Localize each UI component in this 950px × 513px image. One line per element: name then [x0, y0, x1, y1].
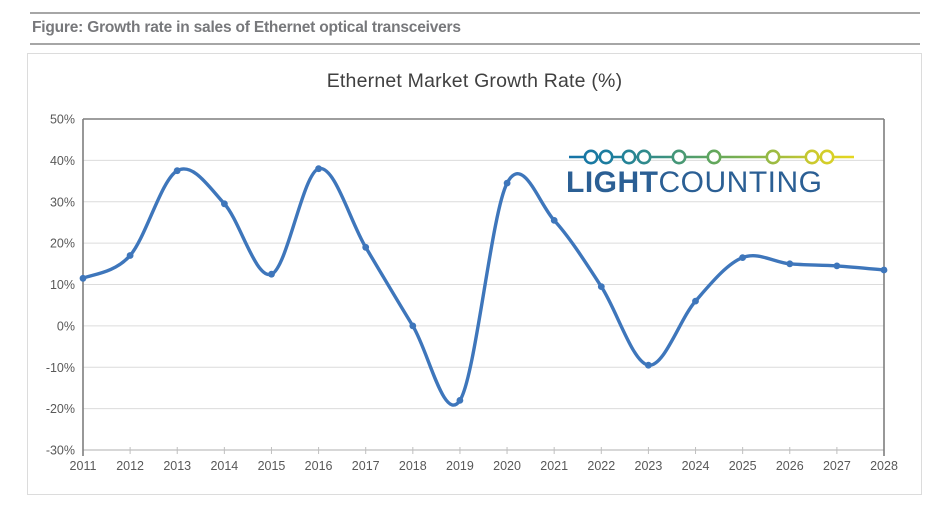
x-axis-label: 2027 — [823, 459, 851, 473]
chart-card: Ethernet Market Growth Rate (%) 50% 40% 30… — [27, 53, 922, 495]
data-point-marker — [550, 217, 558, 224]
x-axis-label: 2022 — [587, 459, 615, 473]
caption-rule-bottom — [30, 43, 920, 45]
data-point-marker — [268, 270, 275, 278]
caption-rule-top — [30, 12, 920, 14]
x-axis-label: 2015 — [258, 459, 286, 473]
y-axis-label: -10% — [46, 361, 75, 375]
x-axis-label: 2014 — [210, 459, 238, 473]
x-axis-label: 2028 — [870, 459, 898, 473]
x-axis-label: 2024 — [682, 459, 710, 473]
y-axis-label: 50% — [50, 113, 75, 127]
x-axis-label: 2011 — [70, 459, 97, 473]
x-axis-label: 2019 — [446, 459, 474, 473]
data-point-marker — [362, 243, 370, 251]
data-point-marker — [645, 361, 652, 369]
data-point-marker — [833, 262, 841, 270]
y-axis-label: 10% — [50, 278, 75, 292]
y-axis-label: -20% — [46, 402, 75, 416]
x-axis-label: 2026 — [776, 459, 804, 473]
x-axis-label: 2025 — [729, 459, 757, 473]
x-axis-label: 2012 — [116, 459, 144, 473]
data-point-marker — [315, 165, 322, 173]
y-axis-label: 0% — [57, 319, 75, 333]
x-axis-label: 2013 — [163, 459, 191, 473]
lightcounting-logo: LIGHTCOUNTING — [566, 146, 866, 198]
data-point-marker — [173, 167, 181, 175]
x-axis-label: 2017 — [352, 459, 380, 473]
logo-wordmark: LIGHTCOUNTING — [566, 168, 866, 198]
data-point-marker — [786, 260, 794, 268]
data-point-marker — [456, 397, 464, 404]
x-axis-label: 2021 — [540, 459, 568, 473]
data-point-marker — [79, 274, 87, 282]
data-point-marker — [597, 283, 605, 290]
data-point-marker — [409, 322, 417, 330]
x-axis-label: 2020 — [493, 459, 521, 473]
y-axis-label: 20% — [50, 237, 75, 251]
growth-line — [81, 166, 886, 407]
logo-word-counting: COUNTING — [658, 166, 823, 199]
data-point-marker — [126, 252, 134, 259]
y-axis-label: -30% — [46, 444, 75, 458]
x-axis-label: 2016 — [305, 459, 333, 473]
data-point-marker — [880, 266, 888, 274]
y-axis-label: 30% — [50, 195, 75, 209]
x-axis-label: 2023 — [635, 459, 663, 473]
x-axis-label: 2018 — [399, 459, 427, 473]
figure-caption: Figure: Growth rate in sales of Ethernet… — [32, 19, 461, 36]
chart-title: Ethernet Market Growth Rate (%) — [326, 70, 623, 92]
y-axis-label: 40% — [50, 154, 75, 168]
growth-line-chart: 50% 40% 30% 20% 10% 0% -10% -20% -30%2011 2012 201… — [46, 113, 898, 474]
data-point-marker — [692, 297, 699, 305]
data-point-marker — [221, 200, 228, 208]
logo-word-light: LIGHT — [566, 166, 659, 199]
data-point-marker — [739, 254, 746, 261]
logo-beads-icon — [569, 149, 854, 165]
data-point-marker — [503, 179, 511, 187]
